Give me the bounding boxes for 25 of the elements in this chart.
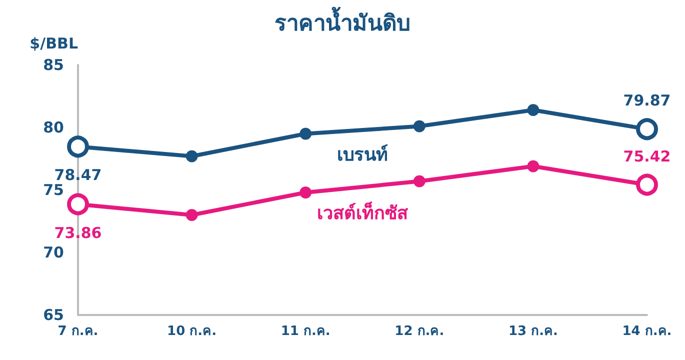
x-tick-label: 11 ก.ค. (280, 324, 330, 339)
y-tick-label: 80 (43, 118, 64, 136)
chart-title: ราคาน้ำมันดิบ (274, 6, 410, 36)
series-label: เวสต์เท็กซัส (317, 201, 409, 224)
point (527, 160, 540, 172)
point (186, 150, 198, 162)
point (527, 104, 540, 116)
x-tick-label: 12 ก.ค. (394, 324, 444, 339)
y-axis-title: $/BBL (30, 34, 78, 52)
data-label: 79.87 (623, 92, 671, 110)
x-tick-label: 10 ก.ค. (167, 324, 217, 339)
point (300, 186, 312, 198)
x-tick-label: 13 ก.ค. (508, 324, 558, 339)
point (186, 209, 198, 221)
series-label: เบรนท์ (337, 143, 388, 166)
x-tick-label: 7 ก.ค. (58, 324, 98, 339)
y-tick-label: 65 (43, 306, 64, 324)
point (300, 128, 312, 140)
point (413, 175, 426, 188)
data-label: 75.42 (623, 147, 671, 166)
y-tick-label: 70 (43, 244, 64, 262)
x-tick-label: 14 ก.ค. (622, 324, 672, 339)
point (413, 120, 426, 132)
y-tick-label: 85 (43, 56, 64, 74)
data-label: 73.86 (54, 224, 102, 242)
